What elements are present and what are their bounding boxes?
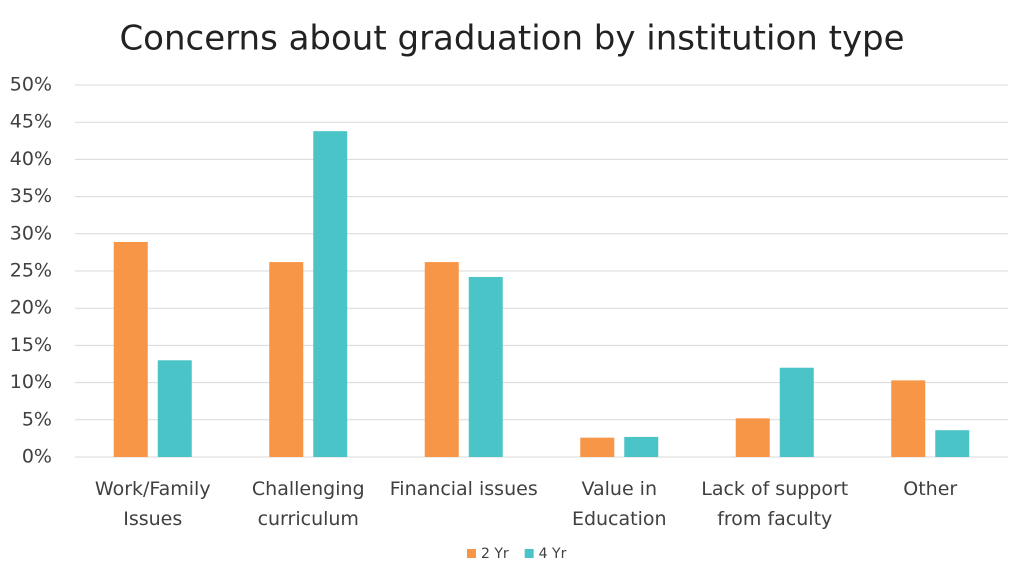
- bar: [313, 131, 348, 458]
- x-tick-label: Lack of support from faculty: [701, 478, 849, 530]
- bar: [468, 276, 503, 457]
- x-tick-label: Challenging curriculum: [251, 478, 365, 530]
- y-tick-label: 25%: [10, 260, 52, 282]
- bar: [891, 380, 926, 457]
- y-tick-label: 10%: [10, 371, 52, 393]
- legend-label: 2 Yr: [481, 546, 509, 562]
- x-tick-label: Work/Family Issues: [94, 478, 211, 530]
- legend-swatch: [524, 549, 534, 558]
- y-tick-label: 0%: [22, 446, 52, 468]
- y-tick-label: 45%: [10, 111, 52, 133]
- bar: [113, 241, 148, 457]
- bar: [269, 262, 304, 457]
- bar: [735, 418, 770, 457]
- y-tick-label: 20%: [10, 297, 52, 319]
- legend-swatch: [467, 549, 476, 558]
- y-tick-label: 5%: [22, 408, 52, 430]
- legend-label: 4 Yr: [539, 546, 567, 562]
- chart-title: Concerns about graduation by institution…: [119, 19, 904, 59]
- x-tick-label: Value in Education: [571, 478, 667, 530]
- bar: [157, 360, 192, 457]
- bar: [779, 367, 814, 457]
- x-tick-label: Financial issues: [389, 478, 538, 500]
- x-tick-label: Other: [903, 478, 958, 500]
- y-tick-label: 50%: [10, 74, 52, 96]
- bar: [424, 262, 459, 457]
- y-tick-label: 30%: [10, 222, 52, 244]
- y-tick-label: 15%: [10, 334, 52, 356]
- bar: [580, 437, 615, 457]
- bar: [935, 430, 970, 457]
- y-tick-label: 40%: [10, 148, 52, 170]
- bar: [624, 436, 659, 457]
- y-tick-label: 35%: [10, 185, 52, 207]
